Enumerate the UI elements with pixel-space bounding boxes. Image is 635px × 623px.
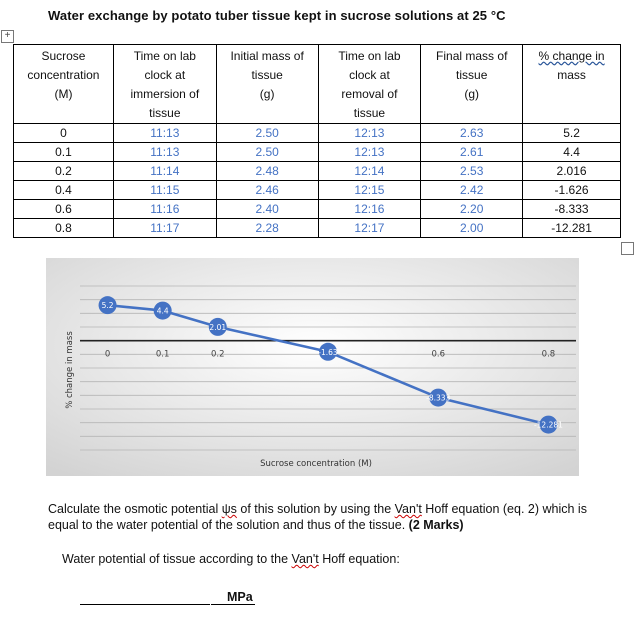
data-point (539, 415, 558, 434)
question-text: Calculate the osmotic potential ψs of th… (48, 502, 608, 533)
data-label: -8.333 (426, 394, 450, 403)
answer-prompt: Water potential of tissue according to t… (62, 552, 400, 566)
cell-time-removal: 12:17 (317, 218, 422, 238)
cell-concentration: 0.2 (13, 161, 114, 181)
cell-time-removal: 12:14 (317, 161, 422, 181)
header-sucrose-concentration: Sucrose concentration (M) (13, 44, 114, 124)
cell-time-removal: 12:15 (317, 180, 422, 200)
page-title: Water exchange by potato tuber tissue ke… (48, 8, 506, 23)
psi-symbol: ψs (221, 502, 237, 516)
x-tick-label: 0 (105, 350, 110, 360)
cell-time-immersion: 11:13 (112, 142, 217, 162)
question-marks: (2 Marks) (408, 517, 464, 532)
cell-time-immersion: 11:15 (112, 180, 217, 200)
cell-concentration: 0.4 (13, 180, 114, 200)
question-part: of this solution by using the (236, 502, 395, 516)
cell-percent-change: -8.333 (522, 199, 621, 219)
header-final-mass: Final mass of tissue (g) (420, 44, 524, 124)
table-row: 0.2 11:14 2.48 12:14 2.53 2.016 (13, 161, 621, 181)
table-row: 0.4 11:15 2.46 12:15 2.42 -1.626 (13, 180, 621, 200)
cell-concentration: 0.8 (13, 218, 114, 238)
cell-final-mass: 2.63 (420, 123, 524, 143)
cell-time-immersion: 11:13 (112, 123, 217, 143)
cell-final-mass: 2.20 (420, 199, 524, 219)
data-point (319, 342, 337, 361)
data-point (153, 301, 172, 320)
vant-name: Van't (394, 502, 422, 516)
cell-final-mass: 2.53 (420, 161, 524, 181)
cell-initial-mass: 2.50 (215, 142, 319, 162)
x-tick-label: 0.1 (156, 350, 170, 360)
table-header-row: Sucrose concentration (M) Time on lab clock… (13, 44, 621, 124)
table-row: 0.1 11:13 2.50 12:13 2.61 4.4 (13, 142, 621, 162)
data-table: Sucrose concentration (M) Time on lab clock… (13, 44, 621, 238)
chart-x-axis-label: Sucrose concentration (M) (260, 459, 372, 469)
x-tick-label: 0.8 (542, 350, 556, 360)
cell-time-removal: 12:13 (317, 142, 422, 162)
chart-gridlines (80, 285, 576, 451)
data-point (98, 296, 117, 315)
cell-concentration: 0.1 (13, 142, 114, 162)
data-label: 5.2 (102, 301, 114, 310)
answer-unit: MPa (211, 590, 255, 605)
prompt-part: Water potential of tissue according to t… (62, 552, 292, 566)
table-resize-handle-icon[interactable] (621, 242, 634, 255)
cell-final-mass: 2.42 (420, 180, 524, 200)
table-row: 0 11:13 2.50 12:13 2.63 5.2 (13, 123, 621, 143)
cell-percent-change: 4.4 (522, 142, 621, 162)
header-percent-change: % change in mass (522, 44, 621, 124)
header-initial-mass: Initial mass of tissue (g) (215, 44, 319, 124)
x-tick-label: 0.2 (211, 350, 225, 360)
chart-data-labels: 5.2 4.4 2.01 -1.63 -8.333 -12.281 (102, 301, 564, 429)
cell-percent-change: -1.626 (522, 180, 621, 200)
cell-final-mass: 2.61 (420, 142, 524, 162)
cell-percent-change: -12.281 (522, 218, 621, 238)
cell-time-removal: 12:16 (317, 199, 422, 219)
question-part: Calculate the osmotic potential (48, 502, 222, 516)
prompt-part: Hoff equation: (318, 552, 400, 566)
series-line (107, 303, 549, 426)
data-label: -12.281 (534, 421, 563, 430)
cell-time-removal: 12:13 (317, 123, 422, 143)
cell-concentration: 0.6 (13, 199, 114, 219)
cell-initial-mass: 2.50 (215, 123, 319, 143)
vant-name: Van't (291, 552, 319, 566)
cell-initial-mass: 2.28 (215, 218, 319, 238)
data-label: 4.4 (157, 307, 169, 316)
cell-final-mass: 2.00 (420, 218, 524, 238)
question-part: Hoff equation (eq. 2) which is equal to … (48, 502, 587, 532)
table-row: 0.6 11:16 2.40 12:16 2.20 -8.333 (13, 199, 621, 219)
table-move-handle-icon[interactable]: + (1, 30, 14, 43)
cell-time-immersion: 11:16 (112, 199, 217, 219)
line-chart[interactable]: 00.10.20.40.60.8 5.24.42.01-1.63-8.333-1… (46, 258, 579, 476)
cell-initial-mass: 2.40 (215, 199, 319, 219)
x-tick-label: 0.6 (431, 350, 445, 360)
cell-concentration: 0 (13, 123, 114, 143)
cell-percent-change: 5.2 (522, 123, 621, 143)
data-label: 2.01 (209, 323, 226, 332)
header-time-removal: Time on lab clock at removal of tissue (317, 44, 422, 124)
data-label: -1.63 (318, 348, 338, 357)
chart-background (46, 258, 579, 476)
cell-initial-mass: 2.46 (215, 180, 319, 200)
chart-series (98, 296, 558, 434)
answer-blank[interactable] (80, 604, 210, 605)
data-point (429, 388, 448, 407)
cell-initial-mass: 2.48 (215, 161, 319, 181)
data-point (208, 317, 227, 336)
header-time-immersion: Time on lab clock at immersion of tissue (112, 44, 217, 124)
cell-time-immersion: 11:17 (112, 218, 217, 238)
cell-percent-change: 2.016 (522, 161, 621, 181)
table-row: 0.8 11:17 2.28 12:17 2.00 -12.281 (13, 218, 621, 238)
cell-time-immersion: 11:14 (112, 161, 217, 181)
chart-y-axis-label: % change in mass (65, 331, 75, 409)
